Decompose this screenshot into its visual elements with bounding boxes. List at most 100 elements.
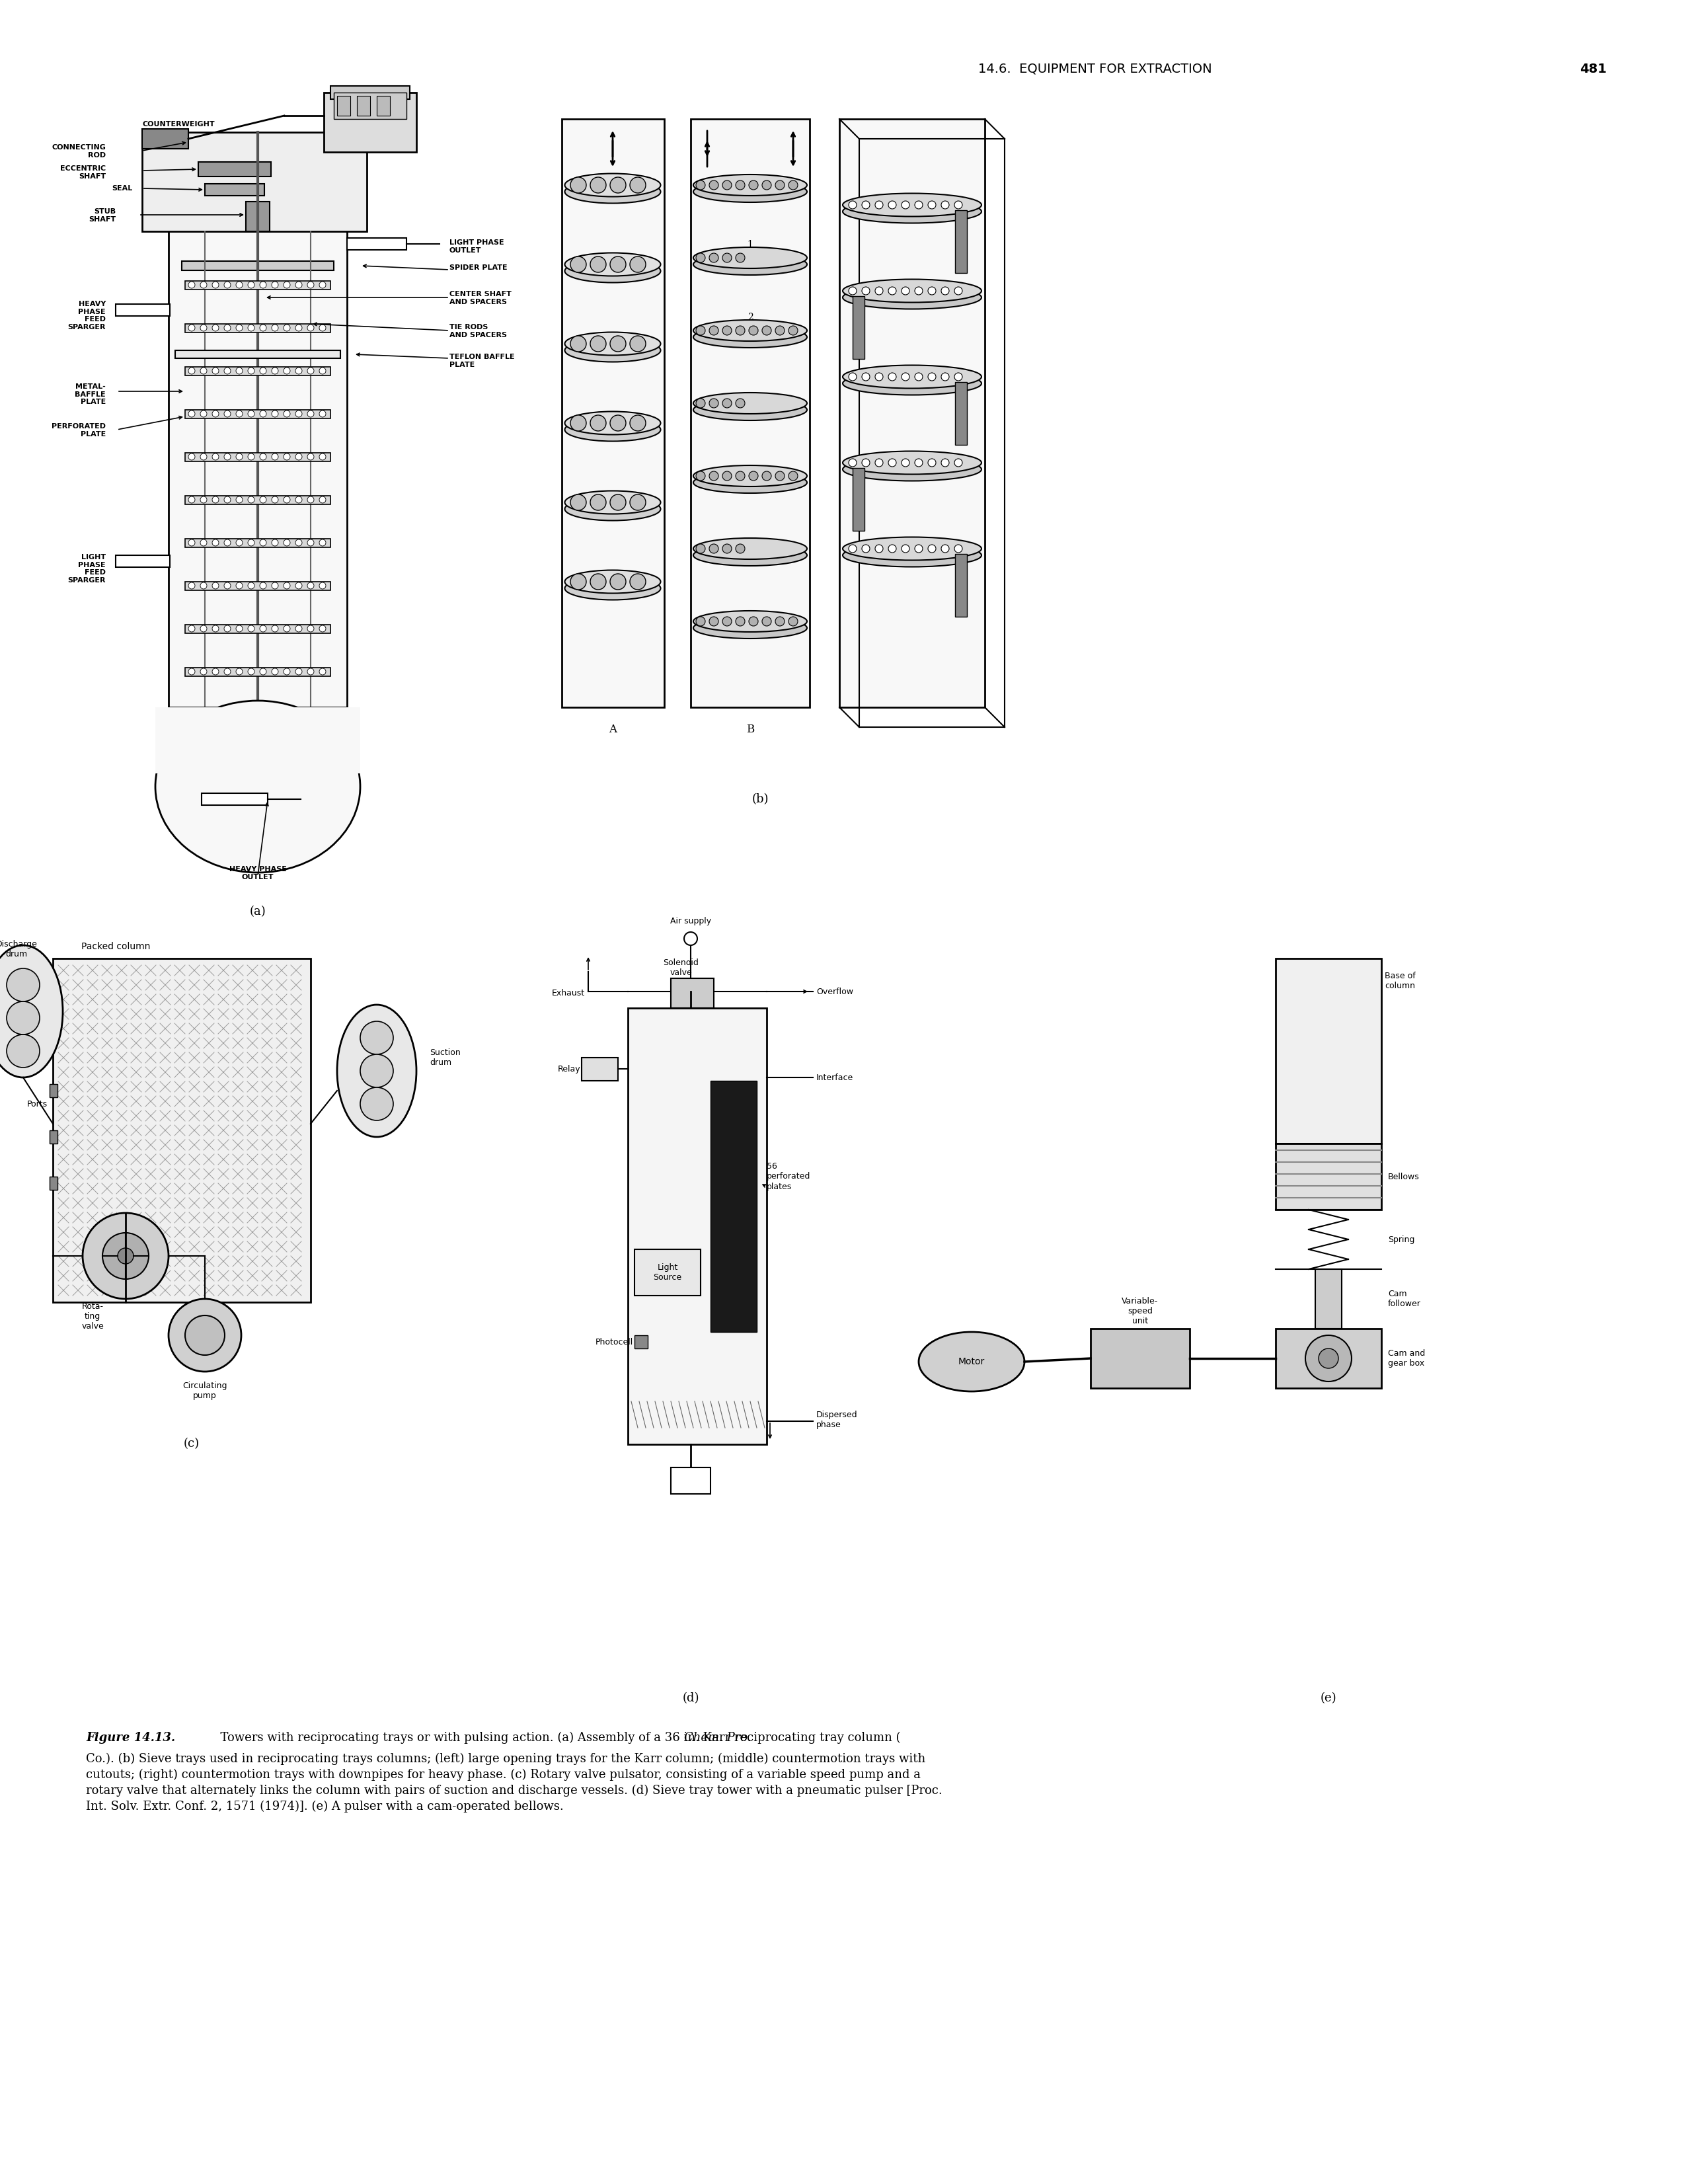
Circle shape — [272, 583, 277, 590]
Bar — [245, 201, 269, 232]
Circle shape — [272, 668, 277, 675]
Bar — [634, 1249, 700, 1295]
Circle shape — [570, 336, 585, 352]
Circle shape — [695, 253, 706, 262]
Circle shape — [875, 201, 883, 210]
Ellipse shape — [694, 181, 807, 203]
Bar — [670, 978, 714, 1009]
Circle shape — [296, 625, 303, 631]
Bar — [347, 238, 406, 249]
Circle shape — [775, 472, 785, 480]
Text: Dispersed
phase: Dispersed phase — [816, 1411, 858, 1428]
Circle shape — [284, 583, 289, 590]
Ellipse shape — [843, 365, 981, 389]
Ellipse shape — [694, 400, 807, 419]
Bar — [49, 1131, 58, 1144]
Circle shape — [261, 454, 266, 461]
Circle shape — [927, 201, 936, 210]
Circle shape — [722, 400, 731, 408]
Text: Circulating
pump: Circulating pump — [183, 1382, 227, 1400]
Bar — [1276, 1328, 1381, 1389]
Ellipse shape — [694, 247, 807, 269]
Text: A: A — [609, 723, 616, 736]
Circle shape — [188, 282, 195, 288]
Circle shape — [320, 539, 327, 546]
Circle shape — [272, 539, 277, 546]
Bar — [377, 96, 389, 116]
Circle shape — [188, 411, 195, 417]
Ellipse shape — [565, 339, 660, 363]
Circle shape — [212, 411, 218, 417]
Circle shape — [261, 625, 266, 631]
Circle shape — [169, 1299, 242, 1372]
Circle shape — [611, 256, 626, 273]
Circle shape — [775, 181, 785, 190]
Bar — [184, 668, 330, 677]
Ellipse shape — [565, 260, 660, 282]
Circle shape — [709, 181, 719, 190]
Circle shape — [296, 668, 303, 675]
Circle shape — [103, 1232, 149, 1280]
Ellipse shape — [565, 332, 660, 356]
Circle shape — [261, 496, 266, 502]
Circle shape — [320, 496, 327, 502]
Circle shape — [722, 472, 731, 480]
Text: Solenoid
valve: Solenoid valve — [663, 959, 699, 976]
Text: (c): (c) — [184, 1437, 200, 1450]
Text: 1: 1 — [748, 240, 753, 249]
Bar — [839, 118, 985, 708]
Text: Bellows: Bellows — [1387, 1173, 1420, 1182]
Circle shape — [296, 496, 303, 502]
Ellipse shape — [694, 465, 807, 487]
Text: HEAVY
PHASE
FEED
SPARGER: HEAVY PHASE FEED SPARGER — [68, 301, 105, 330]
Circle shape — [722, 325, 731, 334]
Text: Cam and
gear box: Cam and gear box — [1387, 1350, 1425, 1367]
Circle shape — [261, 583, 266, 590]
Circle shape — [200, 625, 206, 631]
Ellipse shape — [694, 618, 807, 638]
Circle shape — [570, 415, 585, 430]
Text: LIGHT
PHASE
FEED
SPARGER: LIGHT PHASE FEED SPARGER — [68, 555, 105, 583]
Bar — [181, 262, 333, 271]
Circle shape — [223, 496, 230, 502]
Circle shape — [188, 325, 195, 332]
Circle shape — [272, 454, 277, 461]
Circle shape — [272, 411, 277, 417]
Bar — [1276, 959, 1381, 1144]
Ellipse shape — [843, 371, 981, 395]
Circle shape — [296, 325, 303, 332]
Circle shape — [320, 411, 327, 417]
Ellipse shape — [694, 393, 807, 413]
Bar — [357, 96, 371, 116]
Bar — [337, 96, 350, 116]
Bar — [184, 411, 330, 419]
Text: Towers with reciprocating trays or with pulsing action. (a) Assembly of a 36 in.: Towers with reciprocating trays or with … — [213, 1732, 900, 1745]
Circle shape — [1318, 1348, 1338, 1369]
Circle shape — [235, 454, 242, 461]
Text: Air supply: Air supply — [670, 917, 711, 926]
Circle shape — [320, 625, 327, 631]
Bar — [169, 225, 347, 708]
Circle shape — [284, 325, 289, 332]
Circle shape — [629, 494, 646, 511]
Text: TIE RODS
AND SPACERS: TIE RODS AND SPACERS — [450, 323, 508, 339]
Circle shape — [223, 411, 230, 417]
Ellipse shape — [694, 472, 807, 494]
Circle shape — [888, 459, 897, 467]
Circle shape — [861, 373, 870, 380]
Text: Motor: Motor — [958, 1356, 985, 1367]
Circle shape — [308, 625, 315, 631]
Text: PERFORATED
PLATE: PERFORATED PLATE — [51, 424, 105, 437]
Circle shape — [272, 367, 277, 373]
Circle shape — [247, 583, 254, 590]
Circle shape — [954, 201, 963, 210]
Bar — [670, 1468, 711, 1494]
Circle shape — [888, 286, 897, 295]
Circle shape — [223, 539, 230, 546]
Circle shape — [709, 472, 719, 480]
Ellipse shape — [565, 498, 660, 520]
Circle shape — [902, 286, 910, 295]
Bar — [184, 539, 330, 548]
Circle shape — [849, 286, 856, 295]
Circle shape — [591, 415, 606, 430]
